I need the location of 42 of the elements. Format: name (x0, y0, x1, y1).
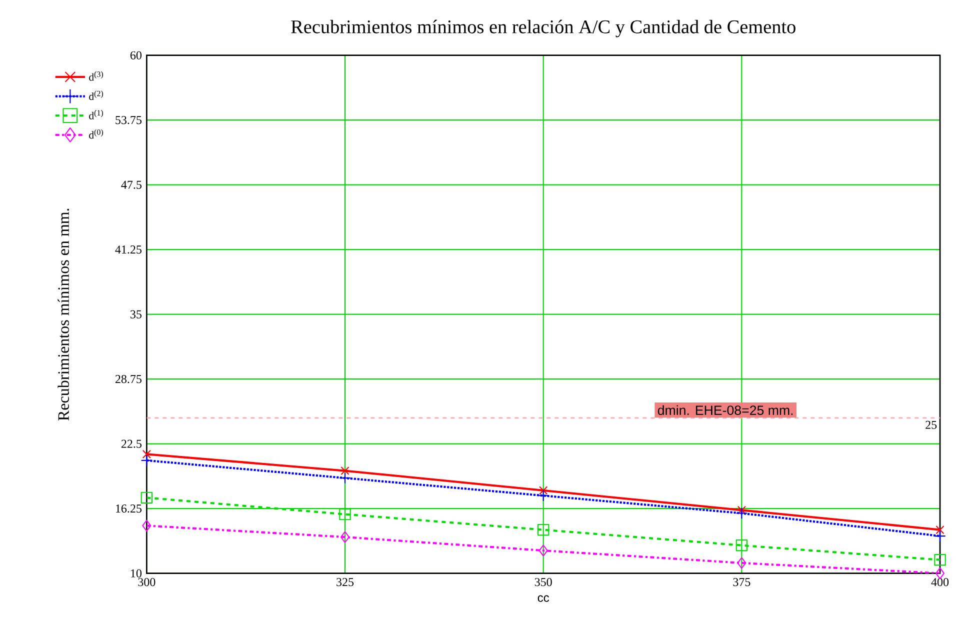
legend-label: d$^{(3)}$ (89, 71, 104, 81)
x-tick-label: 325 (336, 578, 354, 586)
point (339, 472, 351, 484)
legend-label: d$^{(0)}$ (89, 129, 104, 139)
y-tick-label: 53.75 (116, 116, 142, 124)
y-tick-label: 22.5 (121, 440, 142, 448)
point (140, 454, 153, 466)
point (934, 554, 946, 566)
ref-line-label: dmin. EHE-08=25 mm. (658, 405, 793, 415)
y-tick-label: 47.5 (121, 180, 142, 189)
point (538, 544, 548, 556)
point (936, 526, 944, 534)
chart-title: Recubrimientos mínimos en relación A/C y Cantidad de Cemento (291, 20, 796, 38)
point (339, 508, 351, 520)
y-tick-label: 60 (130, 51, 142, 60)
point (537, 524, 550, 536)
point (142, 520, 152, 532)
x-tick-label: 300 (138, 578, 156, 586)
point (340, 531, 350, 543)
point (934, 530, 946, 542)
point (340, 466, 350, 476)
point (539, 486, 548, 495)
annotation: 25 (926, 420, 937, 429)
legend-label: d$^{(2)}$ (89, 90, 104, 100)
x-tick-label: 400 (931, 578, 949, 586)
y-axis-title: Recubrimientos mínimos en mm. (58, 208, 70, 421)
y-tick-label: 10 (131, 569, 142, 578)
point (737, 506, 746, 514)
y-tick-label: 16.25 (116, 504, 142, 513)
point (140, 492, 153, 504)
x-tick-label: 350 (534, 578, 552, 586)
point (737, 557, 746, 569)
x-axis-title: cc (538, 595, 550, 602)
legend-label: d$^{(1)}$ (89, 110, 104, 120)
x-tick-label: 375 (733, 578, 750, 586)
y-tick-label: 41.25 (115, 246, 142, 254)
y-tick-label: 28.75 (115, 375, 142, 384)
point (736, 539, 748, 552)
point (142, 450, 151, 458)
point (537, 490, 550, 502)
y-tick-label: 35 (130, 310, 142, 318)
point (736, 507, 748, 520)
